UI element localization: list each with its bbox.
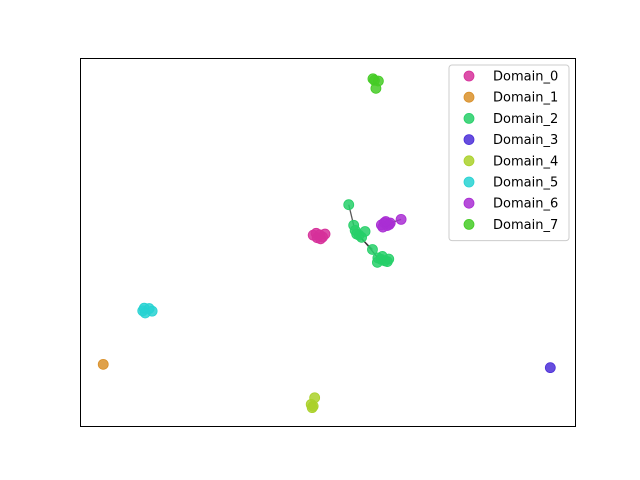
legend-marker xyxy=(463,70,475,82)
legend-marker xyxy=(463,176,475,188)
scatter-point xyxy=(138,302,150,314)
series-domain-6 xyxy=(375,213,407,233)
scatter-point xyxy=(343,199,355,211)
scatter-point xyxy=(309,392,321,404)
legend-label: Domain_3 xyxy=(493,133,558,148)
series-domain-5 xyxy=(137,302,158,319)
series-domain-3 xyxy=(544,362,556,374)
scatter-point xyxy=(381,256,393,267)
series-domain-1 xyxy=(97,358,109,370)
scatter-point xyxy=(359,226,371,237)
legend-marker xyxy=(463,113,475,124)
series-domain-7 xyxy=(367,73,384,94)
legend-label: Domain_0 xyxy=(493,70,558,85)
legend-marker xyxy=(463,91,475,103)
scatter-point xyxy=(367,73,379,85)
scatter-point xyxy=(306,402,318,414)
series-domain-2 xyxy=(343,199,395,268)
plot-frame xyxy=(80,58,576,427)
legend-marker xyxy=(463,134,475,146)
points-layer xyxy=(97,73,556,414)
legend-label: Domain_1 xyxy=(493,91,558,106)
legend-label: Domain_5 xyxy=(493,176,558,191)
legend-box xyxy=(448,64,570,242)
legend-label: Domain_7 xyxy=(493,218,558,233)
legend: Domain_0 Domain_1 Domain_2 Domain_3 Domain_4… xyxy=(448,64,570,242)
series-domain-0 xyxy=(307,227,331,245)
scatter-point xyxy=(349,224,361,236)
legend-label: Domain_2 xyxy=(493,112,558,127)
scatter-point xyxy=(380,216,392,227)
legend-marker xyxy=(463,197,475,209)
scatter-point xyxy=(367,244,378,255)
scatter-point xyxy=(370,82,382,94)
series-domain-4 xyxy=(305,392,321,414)
scatter-point xyxy=(310,227,322,239)
scatter-point xyxy=(395,213,407,225)
legend-marker xyxy=(463,218,475,230)
legend-label: Domain_4 xyxy=(493,154,558,169)
scatter-point xyxy=(97,358,109,370)
scatter-point xyxy=(544,362,556,374)
legend-marker xyxy=(463,155,475,167)
scatter-point xyxy=(371,256,383,268)
legend-label: Domain_6 xyxy=(493,197,558,212)
